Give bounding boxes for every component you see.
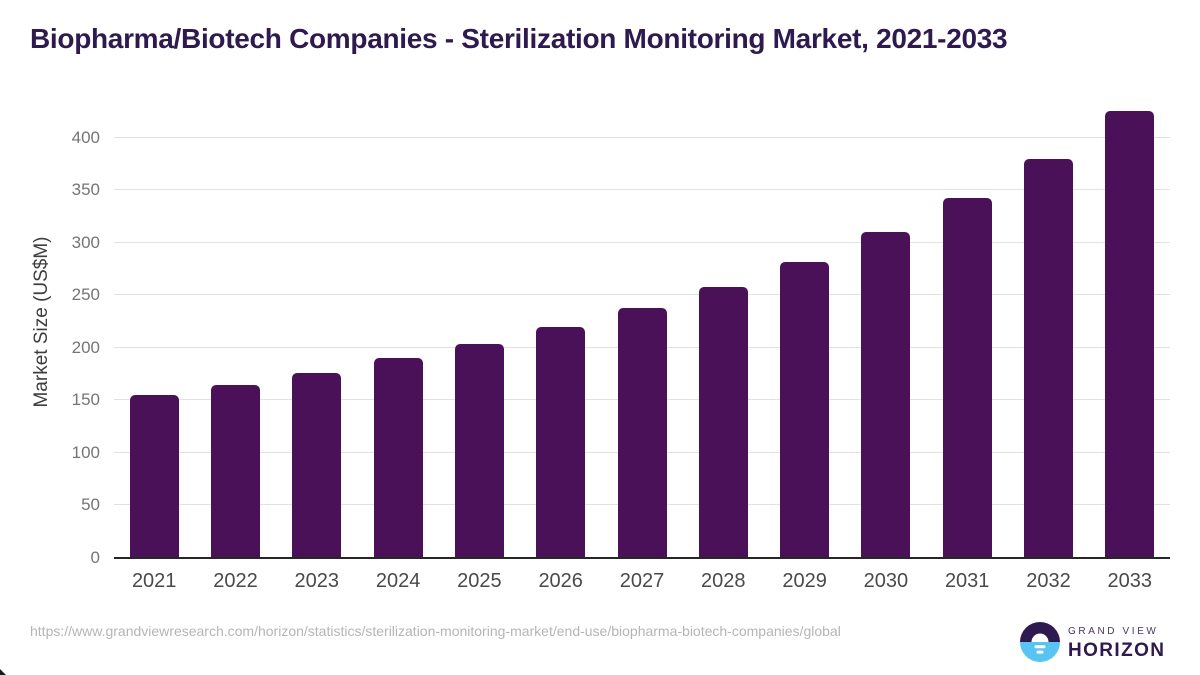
x-tick-label-2023: 2023 — [294, 570, 340, 592]
x-tick-label-2021: 2021 — [131, 570, 177, 592]
logo-text-grand-view: GRAND VIEW — [1068, 626, 1159, 637]
y-axis-title: Market Size (US$M) — [31, 236, 52, 408]
gridline-400 — [114, 136, 1170, 138]
chart-title: Biopharma/Biotech Companies - Sterilizat… — [30, 23, 1008, 54]
logo-text: GRAND VIEW HORIZON — [1068, 626, 1165, 662]
y-tick-label-50: 50 — [81, 495, 100, 515]
plot-area — [114, 95, 1170, 558]
bar-2022[interactable] — [211, 384, 260, 558]
gridline-350 — [114, 189, 1170, 191]
bar-2021[interactable] — [129, 395, 179, 558]
source-url: https://www.grandviewresearch.com/horizo… — [30, 623, 841, 639]
x-tick-label-2033: 2033 — [1107, 570, 1153, 592]
x-tick-label-2028: 2028 — [701, 570, 746, 592]
y-tick-label-250: 250 — [71, 285, 100, 305]
bar-2024[interactable] — [373, 358, 423, 558]
y-tick-label-150: 150 — [71, 390, 100, 410]
bar-2028[interactable] — [698, 286, 748, 558]
horizon-sun-logo-icon — [1020, 622, 1060, 662]
bar-2029[interactable] — [780, 261, 830, 558]
y-tick-label-200: 200 — [71, 337, 100, 357]
bar-2026[interactable] — [536, 326, 586, 558]
x-tick-label-2027: 2027 — [619, 570, 665, 592]
x-tick-label-2025: 2025 — [457, 570, 502, 592]
x-tick-label-2022: 2022 — [213, 570, 258, 592]
logo-text-horizon: HORIZON — [1068, 640, 1166, 661]
x-tick-label-2026: 2026 — [538, 570, 583, 592]
bar-2031[interactable] — [942, 198, 992, 558]
y-tick-label-100: 100 — [71, 442, 100, 462]
x-tick-label-2031: 2031 — [944, 570, 990, 592]
bar-2025[interactable] — [454, 343, 504, 558]
gridline-250 — [114, 294, 1170, 296]
y-tick-label-0: 0 — [90, 548, 100, 567]
x-tick-label-2029: 2029 — [782, 570, 827, 592]
x-tick-label-2024: 2024 — [375, 570, 421, 592]
y-tick-label-300: 300 — [71, 232, 100, 252]
x-axis-line — [114, 557, 1170, 559]
grand-view-horizon-logo[interactable]: GRAND VIEW HORIZON — [1020, 622, 1180, 664]
bar-2032[interactable] — [1024, 158, 1073, 558]
bar-2033[interactable] — [1105, 111, 1155, 558]
bar-2027[interactable] — [617, 307, 667, 558]
screen-corner-artifact — [0, 669, 6, 675]
y-tick-label-400: 400 — [71, 127, 100, 147]
x-tick-label-2030: 2030 — [863, 570, 909, 592]
bar-2023[interactable] — [292, 372, 342, 558]
y-tick-label-350: 350 — [71, 180, 100, 200]
bar-2030[interactable] — [861, 232, 911, 558]
x-tick-label-2032: 2032 — [1026, 570, 1071, 592]
gridline-300 — [114, 241, 1170, 243]
